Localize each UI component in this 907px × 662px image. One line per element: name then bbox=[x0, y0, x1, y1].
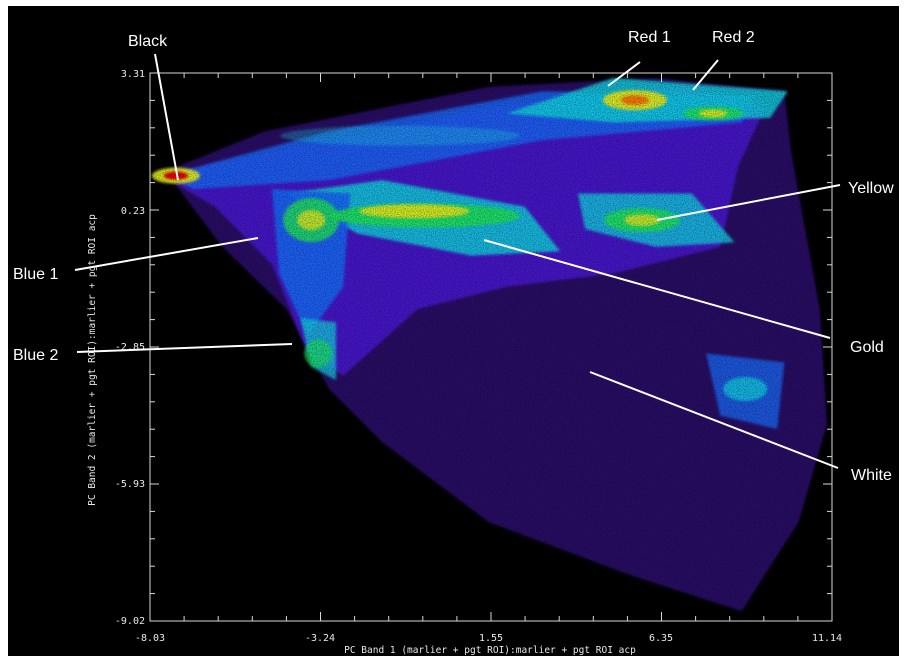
x-tick-label: -3.24 bbox=[305, 633, 335, 644]
callout-label: Gold bbox=[850, 339, 884, 356]
x-tick-label: 6.35 bbox=[649, 633, 673, 644]
x-tick-label: 1.55 bbox=[479, 633, 503, 644]
callout-line-white bbox=[589, 371, 839, 469]
x-axis-title: PC Band 1 (marlier + pgt ROI):marlier + … bbox=[344, 645, 636, 656]
density-cloud bbox=[150, 73, 832, 621]
callout-line-blue-2 bbox=[76, 343, 293, 353]
x-tick-label: 11.14 bbox=[812, 633, 842, 644]
y-tick-label: 3.31 bbox=[121, 69, 145, 80]
callout-line-yellow bbox=[656, 184, 841, 221]
y-tick-label: 0.23 bbox=[121, 206, 145, 217]
callout-line-red-2 bbox=[692, 59, 719, 91]
callout-label: Black bbox=[128, 33, 168, 50]
axis-ticks bbox=[149, 72, 833, 622]
callout-label: Blue 2 bbox=[13, 347, 58, 364]
callout-line-blue-1 bbox=[74, 237, 259, 271]
callout-line-red-1 bbox=[607, 61, 641, 87]
noise-overlay bbox=[150, 73, 832, 621]
y-tick-label: -9.02 bbox=[115, 616, 145, 627]
callout-label: Yellow bbox=[848, 180, 894, 197]
callout-line-black bbox=[154, 53, 179, 181]
y-axis-title: PC Band 2 (marlier + pgt ROI):marlier + … bbox=[87, 214, 98, 506]
callout-line-gold bbox=[483, 239, 831, 339]
y-tick-label: -2.85 bbox=[115, 342, 145, 353]
y-tick-label: -5.93 bbox=[115, 479, 145, 490]
callout-label: Red 2 bbox=[712, 29, 755, 46]
callouts: Black Red 1 Red 2 Yellow Blue 1 Gold Blu… bbox=[13, 29, 894, 484]
callout-label: Red 1 bbox=[628, 29, 671, 46]
callout-label: White bbox=[851, 467, 892, 484]
tick-labels: -8.03 -3.24 1.55 6.35 11.14 -9.02 -5.93 … bbox=[115, 69, 842, 644]
x-tick-label: -8.03 bbox=[135, 633, 165, 644]
callout-label: Blue 1 bbox=[13, 266, 58, 283]
